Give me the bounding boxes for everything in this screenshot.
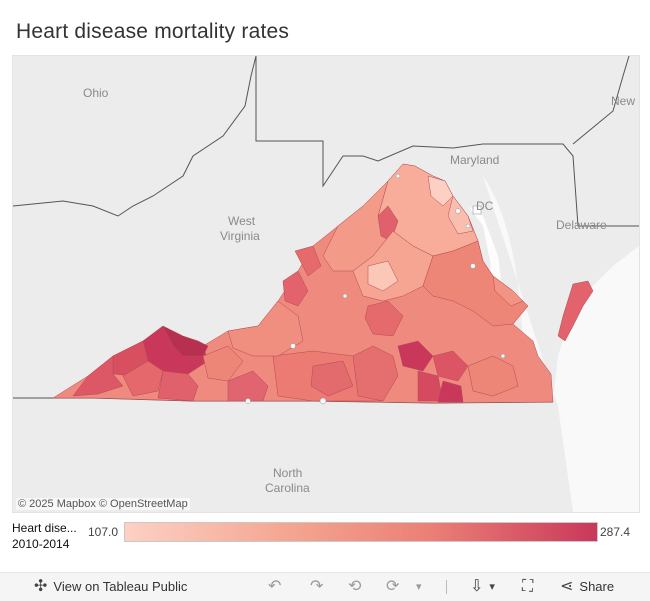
fullscreen-button[interactable]: ⛶	[522, 578, 533, 596]
water-area	[483, 176, 639, 512]
legend-title-line1: Heart dise...	[12, 521, 77, 535]
fullscreen-icon: ⛶	[522, 578, 534, 595]
county-region[interactable]	[432, 350, 469, 382]
map-view[interactable]: Ohio New Maryland DC West Virginia Delaw…	[12, 55, 640, 513]
county-region[interactable]	[310, 360, 354, 397]
undo-button[interactable]: ↶	[268, 578, 281, 596]
revert-button[interactable]: ⟲	[348, 578, 361, 596]
undo-icon: ↶	[268, 578, 282, 595]
legend-title: Heart dise... 2010-2014	[12, 520, 77, 552]
refresh-dropdown[interactable]: ▾	[416, 578, 422, 596]
tableau-toolbar: ✣ View on Tableau Public ↶ ↷ ⟲ ⟳ ▾ ⇩ ▾ ⛶…	[0, 572, 650, 601]
label-west-virginia-1: West	[228, 214, 256, 228]
label-dc: DC	[476, 199, 494, 213]
legend-min: 107.0	[88, 525, 119, 539]
view-on-tableau-button[interactable]: ✣ View on Tableau Public	[34, 578, 187, 596]
county-region[interactable]	[422, 240, 529, 327]
county-region[interactable]	[282, 270, 309, 307]
eastern-shore-county[interactable]	[557, 280, 594, 342]
redo-button[interactable]: ↷	[310, 578, 323, 596]
map-canvas[interactable]	[13, 56, 639, 512]
refresh-button[interactable]: ⟳	[386, 578, 399, 596]
redo-icon: ↷	[310, 578, 324, 595]
county-region[interactable]	[364, 300, 404, 337]
page-title: Heart disease mortality rates	[16, 20, 290, 43]
county-region[interactable]	[397, 340, 434, 372]
tableau-logo-icon: ✣	[34, 578, 48, 595]
label-north-carolina-1: North	[273, 466, 303, 480]
county-region[interactable]	[367, 260, 399, 292]
chevron-down-icon: ▾	[416, 581, 422, 593]
share-icon: ⋖	[560, 578, 574, 595]
label-ohio: Ohio	[83, 86, 109, 100]
county-region[interactable]	[437, 380, 464, 403]
revert-icon: ⟲	[348, 578, 362, 595]
county-region[interactable]	[427, 175, 454, 207]
map-attribution[interactable]: © 2025 Mapbox © OpenStreetMap	[16, 498, 190, 510]
view-on-tableau-label: View on Tableau Public	[53, 579, 188, 594]
independent-cities	[245, 173, 506, 405]
label-maryland: Maryland	[450, 153, 500, 167]
refresh-icon: ⟳	[386, 578, 400, 595]
label-west-virginia-2: Virginia	[220, 229, 260, 243]
download-icon: ⇩	[470, 578, 484, 595]
county-region[interactable]	[492, 275, 524, 307]
legend-color-ramp	[124, 522, 598, 542]
county-region[interactable]	[227, 300, 304, 357]
county-region[interactable]	[72, 355, 124, 397]
county-region[interactable]	[467, 355, 519, 397]
county-region[interactable]	[294, 245, 322, 277]
label-new: New	[611, 94, 636, 108]
download-button[interactable]: ⇩ ▾	[470, 578, 495, 596]
county-region[interactable]	[157, 370, 199, 402]
legend-max: 287.4	[600, 525, 631, 539]
county-region[interactable]	[202, 345, 244, 382]
county-region[interactable]	[162, 325, 209, 357]
dc-marker	[472, 205, 482, 215]
toolbar-divider	[446, 580, 447, 594]
county-region[interactable]	[227, 370, 269, 402]
label-delaware: Delaware	[556, 218, 607, 232]
legend-title-line2: 2010-2014	[12, 537, 70, 551]
share-button[interactable]: ⋖ Share	[560, 578, 614, 596]
county-region[interactable]	[352, 345, 399, 402]
label-north-carolina-2: Carolina	[265, 481, 310, 495]
share-label: Share	[579, 579, 615, 594]
chevron-down-icon: ▾	[489, 581, 495, 593]
county-region[interactable]	[122, 360, 164, 397]
virginia-counties[interactable]	[52, 163, 594, 404]
